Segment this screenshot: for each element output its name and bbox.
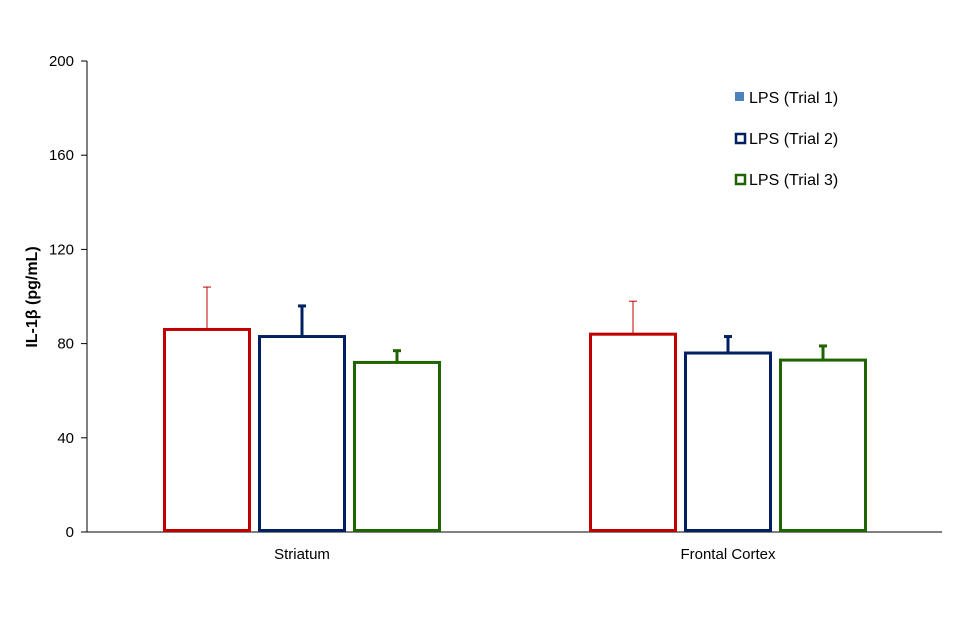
bar-0-1 (258, 335, 346, 532)
y-axis-label: IL-1β (pg/mL) (24, 246, 41, 347)
y-tick-label: 40 (57, 430, 74, 447)
bar-1-1 (684, 351, 772, 532)
legend-label: LPS (Trial 2) (749, 131, 838, 148)
legend-label: LPS (Trial 1) (749, 90, 838, 107)
legend-marker (734, 173, 747, 186)
bars (163, 286, 867, 532)
y-tick-label: 120 (49, 241, 74, 258)
x-tick-label: Striatum (274, 546, 330, 563)
legend: LPS (Trial 1) LPS (Trial 2) LPS (Trial 3) (734, 90, 838, 189)
x-tick-label: Frontal Cortex (680, 546, 776, 563)
y-tick-label: 160 (49, 147, 74, 164)
x-tick-labels: Striatum Frontal Cortex (274, 546, 776, 563)
y-ticks: 0 40 80 120 160 200 (49, 53, 87, 541)
legend-marker (735, 92, 744, 101)
legend-marker (734, 132, 747, 145)
bar-0-2 (353, 360, 441, 532)
bar-0-0 (163, 327, 251, 532)
y-tick-label: 80 (57, 336, 74, 353)
legend-label: LPS (Trial 3) (749, 172, 838, 189)
bar-1-0 (589, 332, 677, 532)
bar-1-2 (779, 358, 867, 532)
y-tick-label: 200 (49, 53, 74, 70)
axes (86, 61, 942, 533)
y-tick-label: 0 (66, 524, 74, 541)
